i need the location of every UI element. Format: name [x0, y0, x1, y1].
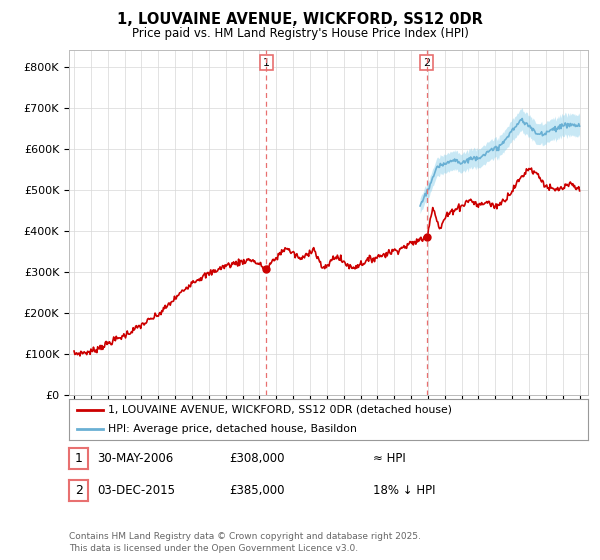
- Text: HPI: Average price, detached house, Basildon: HPI: Average price, detached house, Basi…: [108, 423, 357, 433]
- Text: 03-DEC-2015: 03-DEC-2015: [97, 484, 175, 497]
- Text: 30-MAY-2006: 30-MAY-2006: [97, 452, 173, 465]
- Text: £308,000: £308,000: [229, 452, 285, 465]
- Text: Price paid vs. HM Land Registry's House Price Index (HPI): Price paid vs. HM Land Registry's House …: [131, 27, 469, 40]
- Text: 1: 1: [74, 452, 83, 465]
- Text: 1: 1: [263, 58, 270, 68]
- Text: 2: 2: [74, 484, 83, 497]
- Text: Contains HM Land Registry data © Crown copyright and database right 2025.
This d: Contains HM Land Registry data © Crown c…: [69, 533, 421, 553]
- Text: 1, LOUVAINE AVENUE, WICKFORD, SS12 0DR: 1, LOUVAINE AVENUE, WICKFORD, SS12 0DR: [117, 12, 483, 27]
- Text: 1, LOUVAINE AVENUE, WICKFORD, SS12 0DR (detached house): 1, LOUVAINE AVENUE, WICKFORD, SS12 0DR (…: [108, 405, 452, 415]
- Text: 2: 2: [423, 58, 430, 68]
- Text: £385,000: £385,000: [229, 484, 285, 497]
- Text: ≈ HPI: ≈ HPI: [373, 452, 406, 465]
- Text: 18% ↓ HPI: 18% ↓ HPI: [373, 484, 436, 497]
